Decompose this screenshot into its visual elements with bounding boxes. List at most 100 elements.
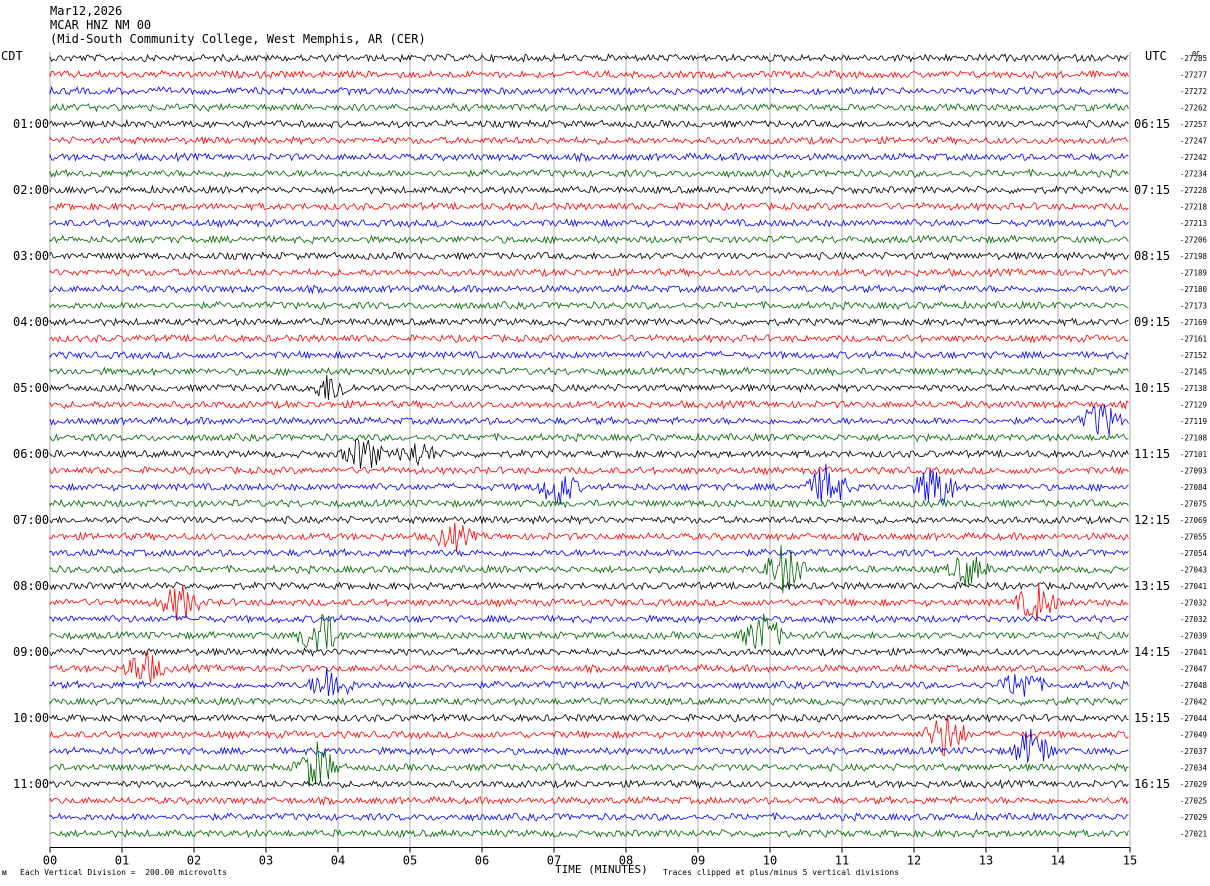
trace-offset-label: -27069 <box>1180 516 1207 525</box>
trace-offset-label: -27044 <box>1180 714 1208 723</box>
seismic-trace <box>49 69 1129 80</box>
seismic-trace <box>49 300 1129 311</box>
trace-offset-label: -27152 <box>1180 351 1207 360</box>
x-tick-label: 13 <box>979 854 993 868</box>
x-tick-label: 10 <box>763 854 777 868</box>
trace-offset-label: -27047 <box>1180 665 1207 674</box>
x-tick-label: 06 <box>475 854 489 868</box>
trace-offset-label: -27041 <box>1180 582 1207 591</box>
trace-offset-label: -27075 <box>1180 500 1207 509</box>
corner-label: 0C <box>1192 50 1200 58</box>
hour-label-right: 09:15 <box>1134 315 1170 329</box>
trace-offset-label: -27198 <box>1180 252 1208 261</box>
hour-label-right: 11:15 <box>1134 447 1170 461</box>
hour-label-right: 08:15 <box>1134 249 1170 263</box>
x-tick-label: 00 <box>43 854 57 868</box>
left-timezone-label: CDT <box>1 49 23 63</box>
trace-offset-label: -27119 <box>1180 417 1207 426</box>
seismic-trace <box>49 547 1129 558</box>
seismic-trace <box>49 53 1129 64</box>
seismic-trace <box>49 151 1129 163</box>
seismic-trace <box>49 184 1129 195</box>
scale-note: Each Vertical Division = 200.00 microvol… <box>20 868 228 877</box>
seismic-trace <box>49 515 1129 526</box>
trace-offset-label: -27037 <box>1180 747 1207 756</box>
seismic-trace <box>49 333 1129 344</box>
trace-offset-label: -27242 <box>1180 153 1207 162</box>
hour-label-right: 15:15 <box>1134 711 1170 725</box>
x-tick-label: 14 <box>1051 854 1065 868</box>
x-tick-label: 01 <box>115 854 129 868</box>
hour-label-right: 10:15 <box>1134 381 1170 395</box>
seismic-trace <box>49 283 1129 295</box>
hour-label-right: 16:15 <box>1134 777 1170 791</box>
hour-label-left: 10:00 <box>13 711 49 725</box>
seismic-trace <box>49 728 1129 763</box>
trace-offset-label: -27042 <box>1180 698 1207 707</box>
seismic-trace <box>49 828 1129 839</box>
hour-label-left: 01:00 <box>13 117 49 131</box>
trace-offset-label: -27043 <box>1180 566 1207 575</box>
trace-offset-label: -27262 <box>1180 104 1207 113</box>
trace-offset-label: -27213 <box>1180 219 1207 228</box>
seismic-trace <box>49 795 1129 806</box>
x-tick-label: 15 <box>1123 854 1137 868</box>
seismic-trace <box>49 522 1129 552</box>
trace-offset-label: -27054 <box>1180 549 1208 558</box>
seismic-trace <box>49 267 1129 278</box>
x-tick-label: 11 <box>835 854 849 868</box>
trace-offset-label: -27206 <box>1180 236 1208 245</box>
x-axis-title: TIME (MINUTES) <box>555 863 648 876</box>
trace-offset-label: -27034 <box>1180 764 1208 773</box>
trace-offset-label: -27189 <box>1180 269 1207 278</box>
seismic-trace <box>49 399 1129 410</box>
seismic-trace <box>49 350 1129 360</box>
seismic-trace <box>49 580 1129 591</box>
corner-mark: ᴍ <box>2 868 7 877</box>
trace-offset-label: -27138 <box>1180 384 1208 393</box>
seismic-trace <box>49 432 1129 443</box>
hour-label-left: 08:00 <box>13 579 49 593</box>
trace-offset-label: -27025 <box>1180 797 1207 806</box>
hour-label-right: 06:15 <box>1134 117 1170 131</box>
seismic-trace <box>49 218 1129 229</box>
trace-offset-label: -27048 <box>1180 681 1208 690</box>
trace-offset-label: -27093 <box>1180 467 1207 476</box>
right-timezone-label: UTC <box>1145 49 1167 63</box>
seismic-trace <box>49 696 1129 707</box>
seismic-trace <box>49 778 1129 790</box>
trace-offset-label: -27234 <box>1180 170 1208 179</box>
hour-label-left: 07:00 <box>13 513 49 527</box>
seismic-trace <box>49 614 1129 625</box>
x-tick-label: 05 <box>403 854 417 868</box>
seismic-trace <box>49 102 1129 113</box>
seismic-trace <box>49 251 1129 262</box>
hour-label-left: 03:00 <box>13 249 49 263</box>
seismic-trace <box>49 404 1129 436</box>
x-tick-label: 08 <box>619 854 633 868</box>
trace-offset-label: -27169 <box>1180 318 1207 327</box>
x-tick-label: 09 <box>691 854 705 868</box>
trace-offset-label: -27218 <box>1180 203 1208 212</box>
hour-label-right: 13:15 <box>1134 579 1170 593</box>
trace-offset-label: -27029 <box>1180 813 1207 822</box>
trace-offset-label: -27032 <box>1180 599 1207 608</box>
hour-label-left: 04:00 <box>13 315 49 329</box>
trace-offset-label: -27029 <box>1180 780 1207 789</box>
trace-offset-label: -27108 <box>1180 434 1208 443</box>
trace-offset-label: -27101 <box>1180 450 1207 459</box>
trace-offset-label: -27247 <box>1180 137 1207 146</box>
hour-label-left: 05:00 <box>13 381 49 395</box>
header-station: MCAR HNZ NM 00 <box>50 18 152 32</box>
seismic-trace <box>49 583 1129 622</box>
seismic-trace <box>49 118 1129 129</box>
trace-offset-label: -27129 <box>1180 401 1207 410</box>
seismic-trace <box>49 712 1129 723</box>
hour-label-right: 14:15 <box>1134 645 1170 659</box>
trace-offset-label: -27173 <box>1180 302 1207 311</box>
seismic-trace <box>49 168 1129 179</box>
seismic-trace <box>49 667 1129 697</box>
seismic-trace <box>49 316 1129 327</box>
seismic-trace <box>49 201 1129 212</box>
